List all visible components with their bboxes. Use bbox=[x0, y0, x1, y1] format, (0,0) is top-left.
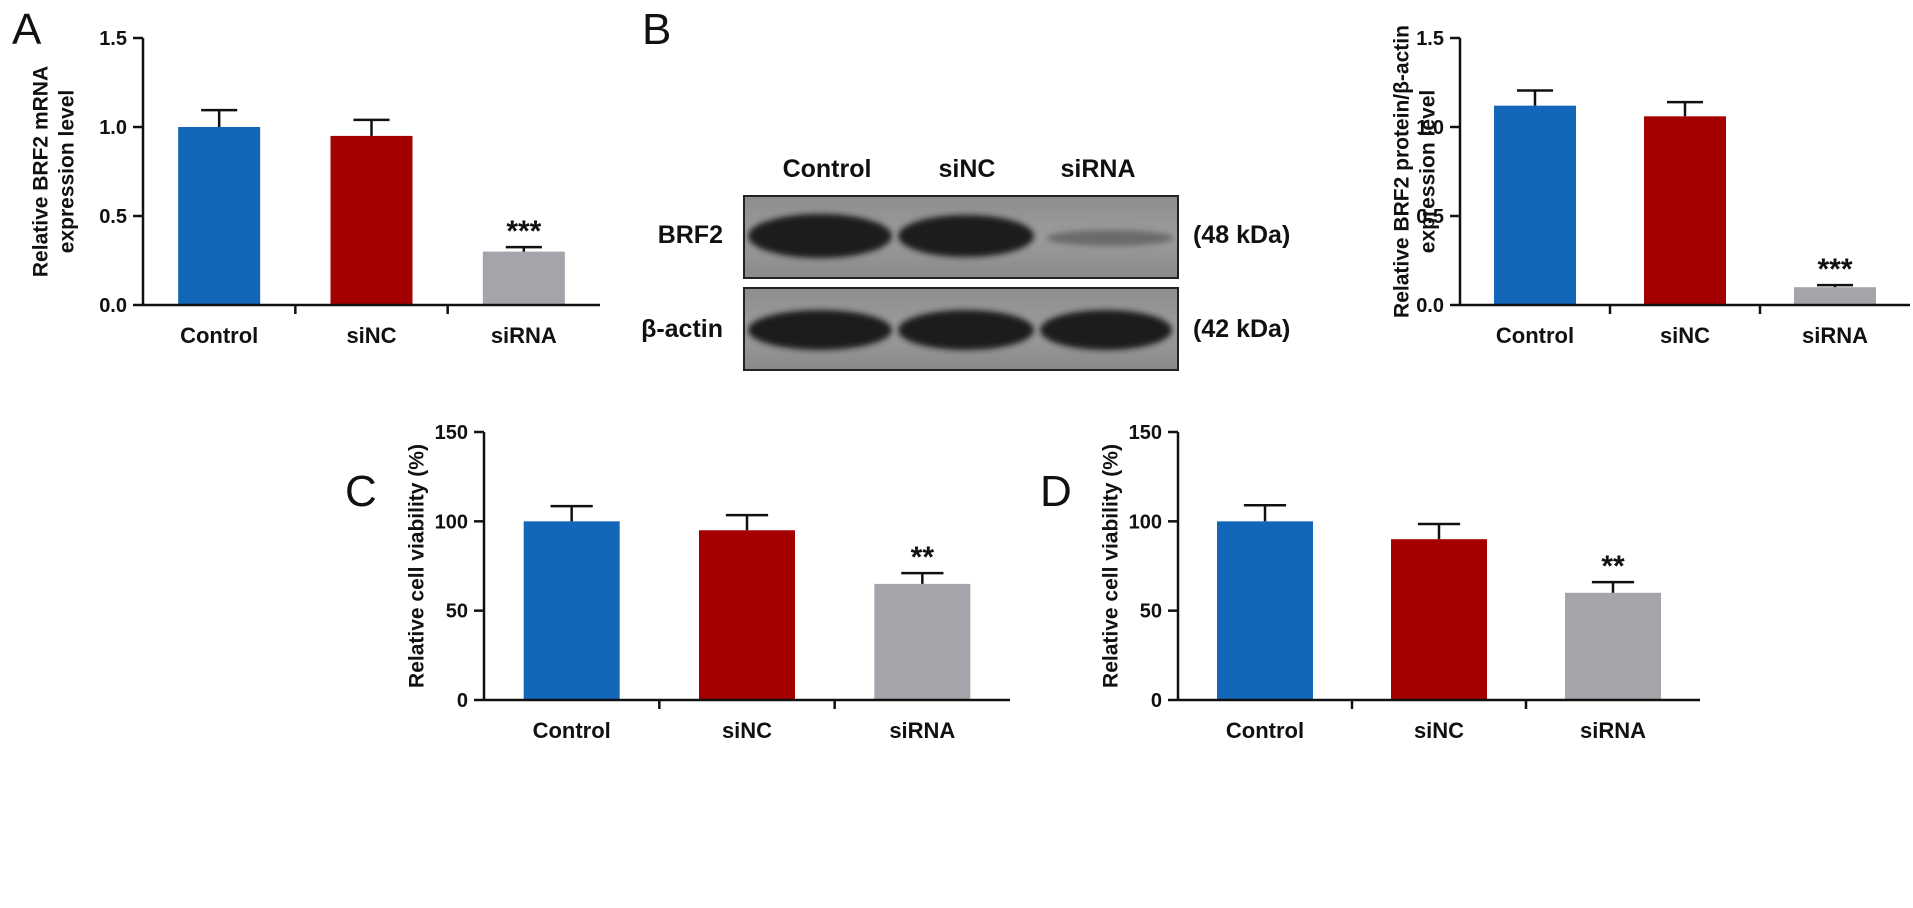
y-tick-label: 150 bbox=[435, 422, 468, 444]
blot-band-brf2-control bbox=[748, 214, 892, 258]
category-label-sirna: siRNA bbox=[889, 718, 955, 743]
category-label-sirna: siRNA bbox=[1802, 323, 1868, 348]
blot-band-actin-sirna bbox=[1040, 310, 1172, 350]
y-axis-label: Relative cell viability (%) bbox=[406, 444, 429, 688]
significance-sirna: ** bbox=[1601, 550, 1625, 583]
bar-sinc bbox=[330, 135, 413, 305]
category-label-sinc: siNC bbox=[1660, 323, 1710, 348]
y-axis-label: Relative BRF2 protein/β-actin expression… bbox=[1391, 25, 1440, 318]
category-label-sinc: siNC bbox=[1414, 718, 1464, 743]
blot-band-brf2-sirna bbox=[1046, 230, 1174, 246]
bar-sirna bbox=[874, 583, 971, 700]
chart-b-relative-brf2-protein: Relative BRF2 protein/β-actin expression… bbox=[1391, 25, 1910, 348]
y-tick-label: 0.0 bbox=[99, 295, 127, 317]
category-label-control: Control bbox=[1496, 323, 1574, 348]
category-label-control: Control bbox=[1226, 718, 1304, 743]
y-tick-label: 100 bbox=[435, 511, 468, 533]
significance-sirna: *** bbox=[506, 215, 541, 248]
y-axis-label-line-1: Relative cell viability (%) bbox=[1100, 444, 1123, 688]
blot-row-label-beta-actin: β-actin bbox=[641, 315, 723, 343]
y-axis-label-line-1: Relative cell viability (%) bbox=[406, 444, 429, 688]
blot-band-brf2-sinc bbox=[898, 215, 1034, 257]
y-axis-label-line-1: Relative BRF2 mRNA bbox=[30, 66, 53, 277]
blot-lane-label-sirna: siRNA bbox=[1060, 155, 1135, 183]
bar-sinc bbox=[1391, 539, 1487, 700]
bar-sirna bbox=[1565, 592, 1661, 700]
blot-kda-brf2: (48 kDa) bbox=[1193, 221, 1290, 249]
y-tick-label: 1.0 bbox=[99, 117, 127, 139]
blot-lane-label-control: Control bbox=[783, 155, 872, 183]
y-tick-label: 50 bbox=[446, 601, 468, 623]
category-label-control: Control bbox=[533, 718, 611, 743]
category-label-sinc: siNC bbox=[722, 718, 772, 743]
y-tick-label: 100 bbox=[1129, 511, 1162, 533]
panel-letter-d: D bbox=[1040, 467, 1072, 516]
blot-lane-label-sinc: siNC bbox=[939, 155, 996, 183]
y-tick-label: 0.0 bbox=[1416, 295, 1444, 317]
y-tick-label: 0 bbox=[457, 690, 468, 712]
y-tick-label: 50 bbox=[1140, 601, 1162, 623]
y-axis-label: Relative cell viability (%) bbox=[1100, 444, 1123, 688]
y-axis-label-line-2: expression level bbox=[1417, 90, 1440, 253]
y-tick-label: 150 bbox=[1129, 422, 1162, 444]
y-tick-label: 0 bbox=[1151, 690, 1162, 712]
western-blot-panel-b: B Control siNC siRNA BRF2 β-actin (48 kD… bbox=[641, 5, 1290, 371]
blot-band-actin-control bbox=[748, 310, 892, 350]
bar-sirna bbox=[482, 251, 565, 305]
chart-marks: Control siNC ** siRNA 0 50 100 150 bbox=[435, 422, 1010, 743]
bar-control bbox=[178, 127, 261, 305]
significance-sirna: *** bbox=[1817, 253, 1852, 286]
chart-marks: Control siNC *** siRNA 0.0 0.5 1.0 1.5 bbox=[1416, 28, 1910, 348]
panel-letter-b: B bbox=[642, 5, 671, 54]
y-tick-label: 0.5 bbox=[1416, 206, 1444, 228]
bar-control bbox=[1217, 521, 1313, 700]
y-tick-label: 1.0 bbox=[1416, 117, 1444, 139]
bar-sinc bbox=[1644, 116, 1726, 305]
blot-band-actin-sinc bbox=[898, 310, 1034, 350]
category-label-control: Control bbox=[180, 323, 258, 348]
bar-control bbox=[523, 521, 620, 700]
blot-strip-brf2 bbox=[743, 195, 1179, 279]
panel-letter-a: A bbox=[12, 5, 42, 54]
y-axis-label-line-2: expression level bbox=[56, 90, 79, 253]
y-tick-label: 1.5 bbox=[1416, 28, 1444, 50]
chart-c-relative-cell-viability: C Relative cell viability (%) Control siN… bbox=[345, 422, 1010, 743]
chart-marks: Control siNC ** siRNA 0 50 100 150 bbox=[1129, 422, 1700, 743]
bar-sinc bbox=[699, 530, 795, 700]
chart-marks: Control siNC *** siRNA 0.0 0.5 1.0 1.5 bbox=[99, 28, 600, 348]
blot-kda-beta-actin: (42 kDa) bbox=[1193, 315, 1290, 343]
category-label-sirna: siRNA bbox=[1580, 718, 1646, 743]
y-axis-label-line-1: Relative BRF2 protein/β-actin bbox=[1391, 25, 1414, 318]
blot-row-label-brf2: BRF2 bbox=[658, 221, 723, 249]
blot-strip-beta-actin bbox=[743, 287, 1179, 371]
significance-sirna: ** bbox=[911, 541, 935, 574]
category-label-sirna: siRNA bbox=[491, 323, 557, 348]
chart-a-relative-brf2-mrna: A Relative BRF2 mRNA expression level Co… bbox=[12, 5, 600, 348]
chart-d-relative-cell-viability: D Relative cell viability (%) Control siN… bbox=[1040, 422, 1700, 743]
bar-sirna bbox=[1794, 287, 1876, 305]
y-tick-label: 0.5 bbox=[99, 206, 127, 228]
y-tick-label: 1.5 bbox=[99, 28, 127, 50]
panel-letter-c: C bbox=[345, 467, 377, 516]
y-axis-label: Relative BRF2 mRNA expression level bbox=[30, 66, 79, 277]
category-label-sinc: siNC bbox=[346, 323, 396, 348]
bar-control bbox=[1494, 105, 1576, 305]
